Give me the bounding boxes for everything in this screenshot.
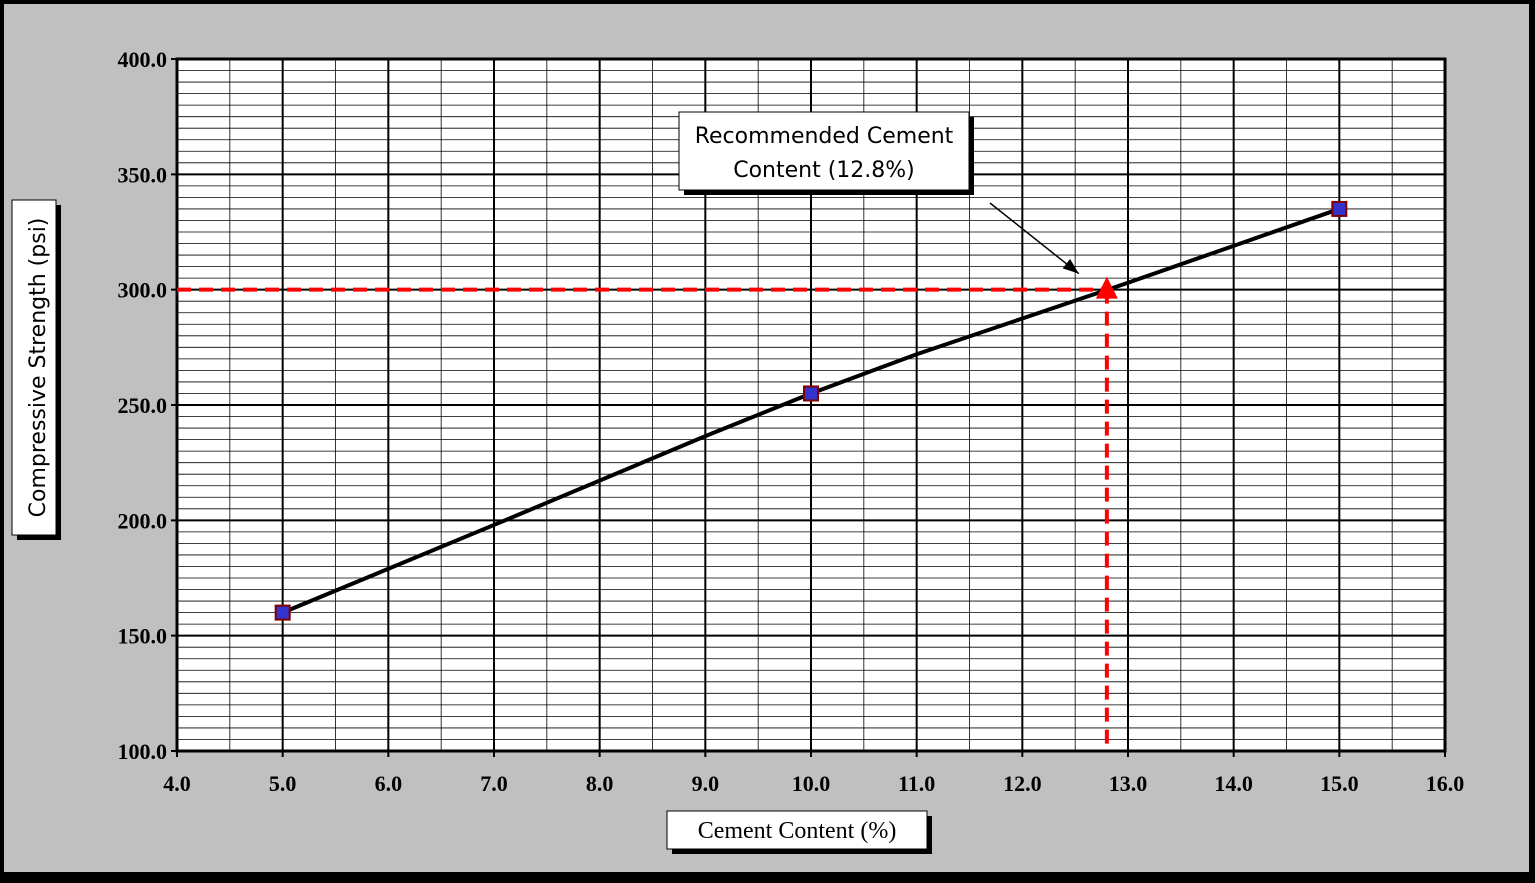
axes (175, 57, 1447, 753)
y-tick-label: 300.0 (118, 278, 168, 303)
x-tick-label: 9.0 (692, 771, 720, 796)
y-tick-labels: 100.0 150.0 200.0 250.0 300.0 350.0 400.0 (118, 47, 168, 764)
x-tick-label: 5.0 (269, 771, 297, 796)
annotation-arrow-line (989, 202, 1080, 275)
x-tick-label: 7.0 (480, 771, 508, 796)
x-tick-label: 13.0 (1109, 771, 1148, 796)
x-tick-label: 11.0 (898, 771, 935, 796)
y-tick-label: 350.0 (118, 162, 168, 187)
x-axis-title-box: Cement Content (%) (666, 810, 932, 854)
series-group (274, 200, 1348, 621)
y-tick-label: 250.0 (118, 393, 168, 418)
x-axis-title: Cement Content (%) (698, 818, 897, 844)
plot-border (175, 57, 1447, 753)
annotation-text-line: Recommended Cement (695, 124, 954, 149)
x-tick-label: 15.0 (1320, 771, 1359, 796)
data-point-marker (274, 604, 291, 621)
series-line (281, 207, 1340, 615)
annotation-text-line: Content (12.8%) (733, 158, 915, 183)
y-tick-label: 100.0 (118, 739, 168, 764)
x-tick-label: 16.0 (1426, 771, 1465, 796)
y-tick-label: 150.0 (118, 624, 168, 649)
data-point-marker (803, 385, 819, 402)
annotation-arrow-head (1062, 259, 1079, 274)
x-tick-label: 4.0 (163, 771, 191, 796)
x-tick-label: 14.0 (1214, 771, 1253, 796)
data-point-marker (1331, 200, 1348, 217)
y-axis-title-box: Compressive Strength (psi) (11, 199, 61, 540)
x-tick-label: 10.0 (792, 771, 831, 796)
target-marker (1095, 276, 1118, 299)
y-tick-label: 200.0 (118, 508, 168, 533)
x-tick-label: 6.0 (375, 771, 403, 796)
y-axis-title: Compressive Strength (psi) (26, 218, 51, 518)
annotation: Recommended Cement Content (12.8%) (678, 111, 1080, 275)
target-lines (177, 287, 1109, 751)
y-tick-label: 400.0 (118, 47, 168, 72)
x-tick-labels: 4.0 5.0 6.0 7.0 8.0 9.0 10.0 11.0 12.0 13.0 14.0 15… (163, 771, 1464, 796)
x-tick-label: 12.0 (1003, 771, 1042, 796)
x-tick-label: 8.0 (586, 771, 614, 796)
annotation-box (678, 111, 970, 191)
